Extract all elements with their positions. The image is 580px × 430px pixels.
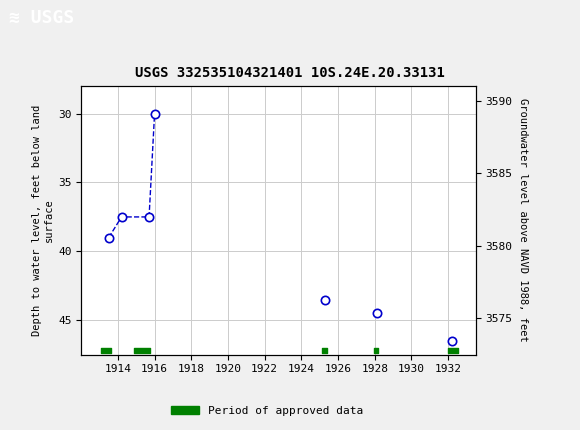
Text: USGS 332535104321401 10S.24E.20.33131: USGS 332535104321401 10S.24E.20.33131 — [135, 65, 445, 80]
Y-axis label: Groundwater level above NAVD 1988, feet: Groundwater level above NAVD 1988, feet — [518, 98, 528, 342]
Text: ≋ USGS: ≋ USGS — [9, 9, 74, 27]
Legend: Period of approved data: Period of approved data — [166, 401, 367, 420]
Y-axis label: Depth to water level, feet below land
surface: Depth to water level, feet below land su… — [32, 105, 54, 336]
